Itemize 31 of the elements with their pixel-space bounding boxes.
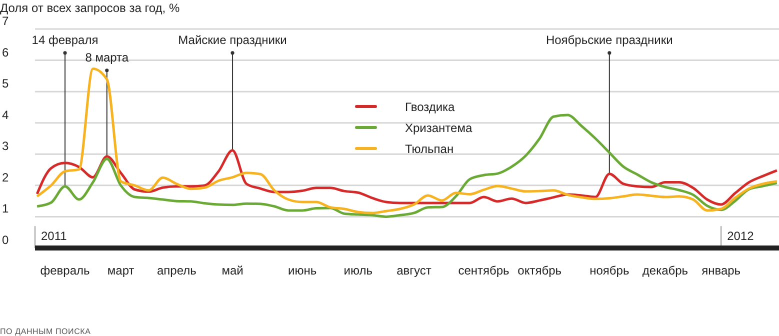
x-tick-label: апрель <box>156 264 196 278</box>
annotation: 14 февраля <box>32 32 98 47</box>
annotation: 8 марта <box>85 50 129 64</box>
annotation: 2011 <box>41 229 68 243</box>
x-tick-label: июль <box>344 264 372 278</box>
legend-label: Тюльпан <box>405 142 454 156</box>
annotation: Ноябрьские праздники <box>546 32 673 47</box>
x-tick-label: сентябрь <box>458 264 510 278</box>
x-tick-label: февраль <box>40 264 90 278</box>
y-tick-label: 5 <box>2 76 9 91</box>
y-tick-label: 4 <box>2 108 9 122</box>
y-tick-label: 2 <box>2 170 9 184</box>
x-tick-label: декабрь <box>642 264 688 278</box>
annotation: Майские праздники <box>178 32 287 47</box>
y-tick-label: 1 <box>2 202 9 216</box>
y-tick-label: 0 <box>2 233 9 247</box>
x-tick-label: июнь <box>288 264 317 278</box>
y-tick-label: 7 <box>2 14 9 28</box>
y-tick-label: 6 <box>2 45 9 60</box>
x-tick-label: август <box>396 264 432 278</box>
x-tick-label: январь <box>702 264 741 278</box>
x-tick-label: март <box>107 264 135 278</box>
x-tick-label: октябрь <box>518 264 562 278</box>
legend-label: Гвоздика <box>405 100 455 114</box>
annotation: 2012 <box>727 229 754 243</box>
x-tick-label: ноябрь <box>590 264 630 278</box>
text: ПО ДАННЫМ ПОИСКА <box>0 327 91 336</box>
y-axis-title: Доля от всех запросов за год, % <box>0 1 180 15</box>
x-tick-label: май <box>222 264 244 278</box>
legend-label: Хризантема <box>405 120 472 134</box>
y-tick-label: 3 <box>2 139 9 154</box>
